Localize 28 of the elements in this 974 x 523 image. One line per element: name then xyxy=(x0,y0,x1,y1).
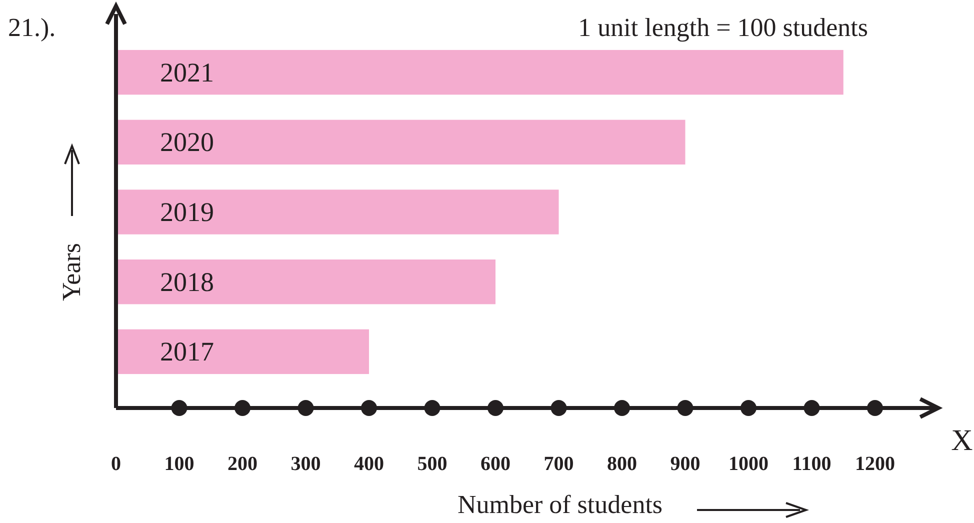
x-tick-label: 900 xyxy=(670,453,700,475)
x-tick-label: 1200 xyxy=(855,453,895,475)
annotation: 1 unit length = 100 students xyxy=(578,13,868,42)
x-tick-label: 800 xyxy=(607,453,637,475)
x-tick-label: 500 xyxy=(417,453,448,475)
text: 21.). xyxy=(8,13,56,42)
x-tick-label: 0 xyxy=(111,453,121,475)
y-axis-title: Years xyxy=(57,242,86,302)
bar xyxy=(116,329,369,374)
bar xyxy=(116,120,686,165)
x-tick-label: 1100 xyxy=(792,453,832,475)
x-tick-label: 200 xyxy=(228,453,258,475)
x-tick-label: 400 xyxy=(354,453,384,475)
x-tick-label: 300 xyxy=(290,453,321,475)
bar xyxy=(116,259,496,304)
y-tick-label: 2021 xyxy=(160,57,214,88)
y-tick-label: 2019 xyxy=(160,197,214,227)
x-axis-title: Number of students xyxy=(457,490,663,519)
x-tick-label: 600 xyxy=(480,453,510,475)
y-tick-label: 2020 xyxy=(160,127,214,158)
x-tick-label: 100 xyxy=(164,453,194,475)
y-tick-label: 2018 xyxy=(160,266,214,297)
text: X xyxy=(951,424,974,457)
y-tick-label: 2017 xyxy=(160,336,214,367)
bar xyxy=(116,50,844,95)
x-tick-label: 700 xyxy=(544,453,574,475)
x-tick-label: 1000 xyxy=(728,453,768,475)
bar xyxy=(116,190,559,234)
